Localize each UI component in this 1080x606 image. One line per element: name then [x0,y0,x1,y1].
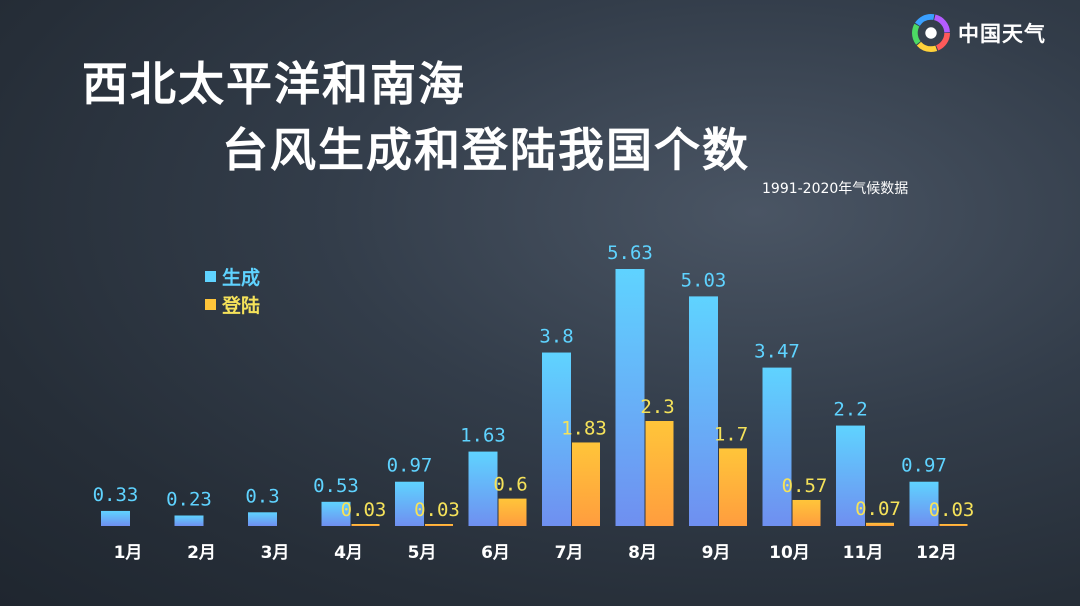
value-label-formation-3: 0.3 [245,485,279,507]
value-label-landfall-10: 0.57 [782,475,828,497]
value-label-formation-12: 0.97 [901,455,947,477]
bar-formation-12 [909,481,939,526]
bar-formation-10 [762,367,792,526]
legend-swatch-formation [205,270,216,282]
value-label-landfall-8: 2.3 [640,396,674,418]
legend-label-formation: 生成 [222,266,261,289]
bar-formation-3 [248,512,277,526]
x-tick-label-9: 9月 [702,543,731,563]
x-tick-label-8: 8月 [628,543,657,563]
bar-landfall-6 [498,498,527,526]
value-label-formation-1: 0.33 [93,484,139,506]
bar-landfall-9 [719,448,747,526]
value-label-landfall-5: 0.03 [414,499,460,521]
bar-formation-6 [468,451,498,526]
legend-item-formation: 生成 [205,262,260,290]
bars-layer [101,269,968,526]
bar-formation-2 [174,515,204,526]
legend-item-landfall: 登陆 [205,290,260,318]
value-label-formation-2: 0.23 [166,489,212,511]
x-tick-label-5: 5月 [408,543,437,563]
chart-title-line-1: 西北太平洋和南海 [82,57,466,111]
value-label-formation-4: 0.53 [313,475,359,497]
x-tick-label-4: 4月 [334,543,363,563]
brand-name: 中国天气 [958,22,1046,46]
chart-title-line-2: 台风生成和登陆我国个数 [222,123,750,177]
x-tick-label-12: 12月 [916,543,957,563]
x-tick-label-6: 6月 [481,543,510,563]
labels-layer: 0.331月0.232月0.33月0.530.034月0.970.035月1.6… [93,242,975,563]
bar-formation-5 [395,481,424,526]
bar-formation-1 [101,510,130,526]
x-tick-label-3: 3月 [261,543,290,563]
value-label-landfall-11: 0.07 [855,498,901,520]
value-label-formation-9: 5.03 [681,269,727,291]
value-label-formation-7: 3.8 [539,326,573,348]
bar-landfall-5 [425,524,453,526]
value-label-formation-11: 2.2 [833,399,867,421]
legend-label-landfall: 登陆 [222,294,261,317]
bar-formation-8 [615,269,645,526]
value-label-landfall-12: 0.03 [929,499,975,521]
bar-formation-9 [689,296,718,526]
bar-formation-11 [836,425,865,526]
x-tick-label-7: 7月 [555,543,584,563]
bar-landfall-8 [645,421,674,526]
x-tick-label-1: 1月 [114,543,143,563]
value-label-formation-5: 0.97 [387,455,433,477]
bar-landfall-11 [866,522,894,526]
value-label-landfall-4: 0.03 [341,499,387,521]
value-label-landfall-9: 1.7 [714,423,748,445]
bar-landfall-4 [351,524,380,526]
legend-swatch-landfall [205,298,216,310]
bar-formation-4 [321,501,351,526]
x-tick-label-10: 10月 [769,543,810,563]
chart-legend: 生成 登陆 [205,262,260,318]
value-label-landfall-7: 1.83 [561,417,607,439]
chart-subtitle: 1991-2020年气候数据 [762,181,909,197]
x-tick-label-11: 11月 [843,543,884,563]
value-label-formation-6: 1.63 [460,425,506,447]
weather-logo-icon [912,14,950,52]
bar-formation-7 [542,352,571,526]
bar-landfall-12 [939,524,968,526]
value-label-landfall-6: 0.6 [493,474,527,496]
value-label-formation-8: 5.63 [607,242,653,264]
x-tick-label-2: 2月 [187,543,216,563]
bar-landfall-10 [792,499,821,526]
bar-landfall-7 [572,442,600,526]
brand-logo: 中国天气 [912,14,1046,52]
value-label-formation-10: 3.47 [754,341,800,363]
